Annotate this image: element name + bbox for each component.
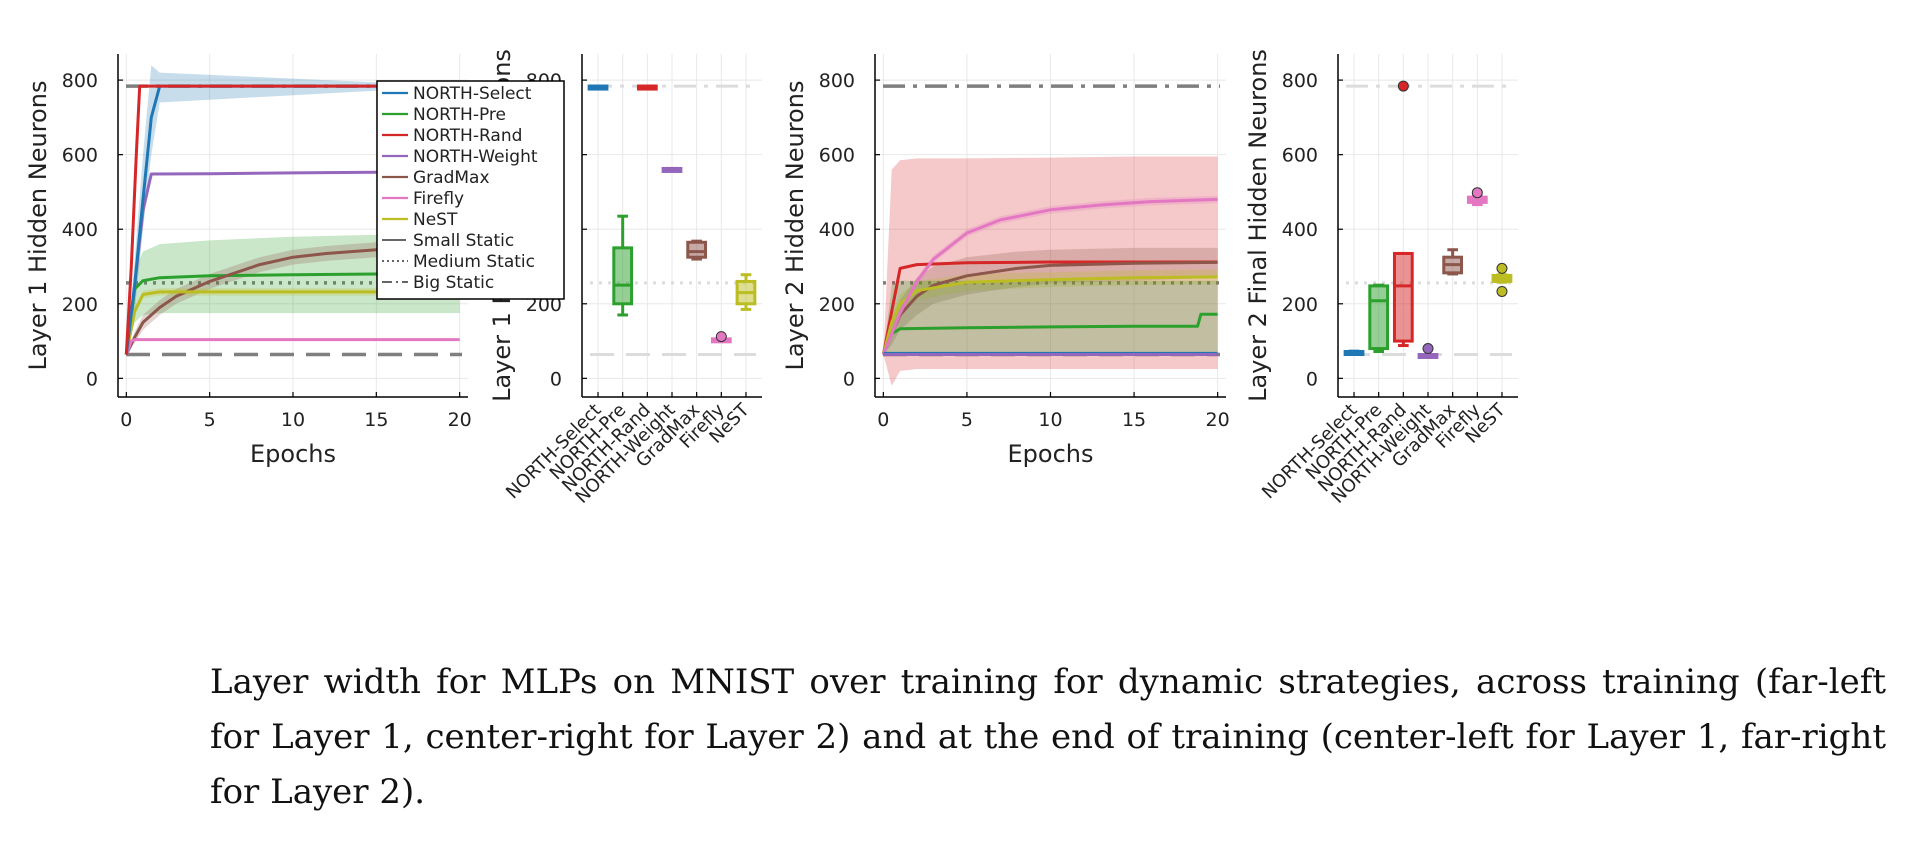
y-tick-label: 0: [550, 368, 562, 390]
legend-label-firefly: Firefly: [413, 189, 464, 209]
legend-box: [376, 80, 565, 300]
y-tick-label: 0: [843, 368, 855, 390]
figure-caption: Layer width for MLPs on MNIST over train…: [210, 662, 1886, 812]
box-north-rand: [636, 84, 658, 91]
box-gradmax: [686, 239, 708, 261]
x-tick-label: 15: [1122, 409, 1146, 431]
legend-label-north-weight: NORTH-Weight: [413, 147, 538, 167]
y-tick-label: 200: [819, 294, 855, 316]
box-north-weight: [1417, 343, 1439, 359]
legend-label-gradmax: GradMax: [413, 168, 490, 188]
band-firefly: [883, 195, 1218, 355]
y-tick-label: 0: [86, 368, 98, 390]
x-tick-label: 5: [204, 409, 216, 431]
outlier-point: [1422, 343, 1434, 355]
x-tick-label: 20: [448, 409, 472, 431]
band-north-select: [126, 65, 460, 355]
series-line-north-pre: [882, 312, 1218, 356]
band-north-pre: [883, 280, 1218, 355]
x-tick-label: 0: [877, 409, 889, 431]
x-tick-label: 0: [120, 409, 132, 431]
series-line-firefly: [124, 338, 460, 356]
box-firefly: [710, 331, 732, 344]
box-iqr: [1368, 284, 1390, 351]
outlier-point: [1496, 285, 1508, 297]
y-tick-label: 200: [1282, 294, 1318, 316]
y-tick-label: 600: [1282, 145, 1318, 167]
outlier-point: [715, 331, 727, 343]
series-line-nest: [881, 275, 1218, 355]
x-axis-label: Epochs: [1008, 440, 1094, 468]
x-tick-label: 20: [1206, 409, 1230, 431]
panel-layer2-hidden-neurons: 0 200 400 600 800 Layer 2 Hidden Neurons 0 5 10 1…: [781, 54, 1230, 468]
box-gradmax: [1442, 248, 1464, 276]
y-tick-label: 0: [1306, 368, 1318, 390]
series-line-north-rand: [881, 260, 1218, 355]
legend: NORTH-SelectNORTH-PreNORTH-RandNORTH-Wei…: [376, 80, 565, 300]
series-line-nest: [124, 290, 460, 355]
legend-label-small-static: Small Static: [413, 231, 514, 251]
legend-label-north-select: NORTH-Select: [413, 84, 532, 104]
y-axis-label: Layer 2 Hidden Neurons: [781, 81, 809, 371]
box-north-pre: [1368, 283, 1390, 354]
x-tick-label: 15: [364, 409, 388, 431]
legend-label-nest: NeST: [413, 210, 458, 230]
x-axis-label: Epochs: [250, 440, 336, 468]
y-tick-label: 600: [819, 145, 855, 167]
legend-label-north-pre: NORTH-Pre: [413, 105, 506, 125]
outlier-point: [1397, 80, 1409, 92]
outlier-point: [1471, 187, 1483, 199]
box-iqr: [612, 246, 634, 306]
y-tick-label: 400: [62, 219, 98, 241]
y-tick-label: 800: [62, 70, 98, 92]
panel-layer2-final-hidden-neurons: 0 200 400 600 800 Layer 2 Final Hidden Neuron…: [1244, 49, 1518, 508]
box-north-weight: [661, 166, 683, 173]
box-north-select: [587, 84, 609, 91]
y-axis-label: Layer 1 Hidden Neurons: [24, 81, 52, 371]
box-north-rand: [1392, 80, 1414, 348]
y-tick-label: 200: [62, 294, 98, 316]
box-north-pre: [612, 214, 634, 317]
legend-label-big-static: Big Static: [413, 273, 494, 293]
x-tick-label: 10: [281, 409, 305, 431]
outlier-point: [1496, 262, 1508, 274]
box-nest: [735, 273, 757, 311]
y-tick-label: 400: [1282, 219, 1318, 241]
y-tick-label: 600: [62, 145, 98, 167]
legend-label-north-rand: NORTH-Rand: [413, 126, 522, 146]
box-north-select: [1343, 349, 1365, 357]
y-tick-label: 400: [819, 219, 855, 241]
box-nest: [1491, 262, 1513, 297]
box-firefly: [1466, 187, 1488, 207]
box-iqr: [686, 240, 708, 259]
legend-label-medium-static: Medium Static: [413, 252, 535, 272]
series-line-firefly: [882, 197, 1218, 356]
y-tick-label: 800: [1282, 70, 1318, 92]
x-tick-label: 5: [961, 409, 973, 431]
series-line-gradmax: [124, 246, 460, 356]
y-tick-label: 800: [819, 70, 855, 92]
x-tick-label: 10: [1038, 409, 1062, 431]
series-line-north-pre: [124, 271, 460, 355]
box-iqr: [1392, 251, 1414, 343]
series-line-north-rand: [124, 84, 460, 355]
y-axis-label: Layer 2 Final Hidden Neurons: [1244, 49, 1272, 402]
